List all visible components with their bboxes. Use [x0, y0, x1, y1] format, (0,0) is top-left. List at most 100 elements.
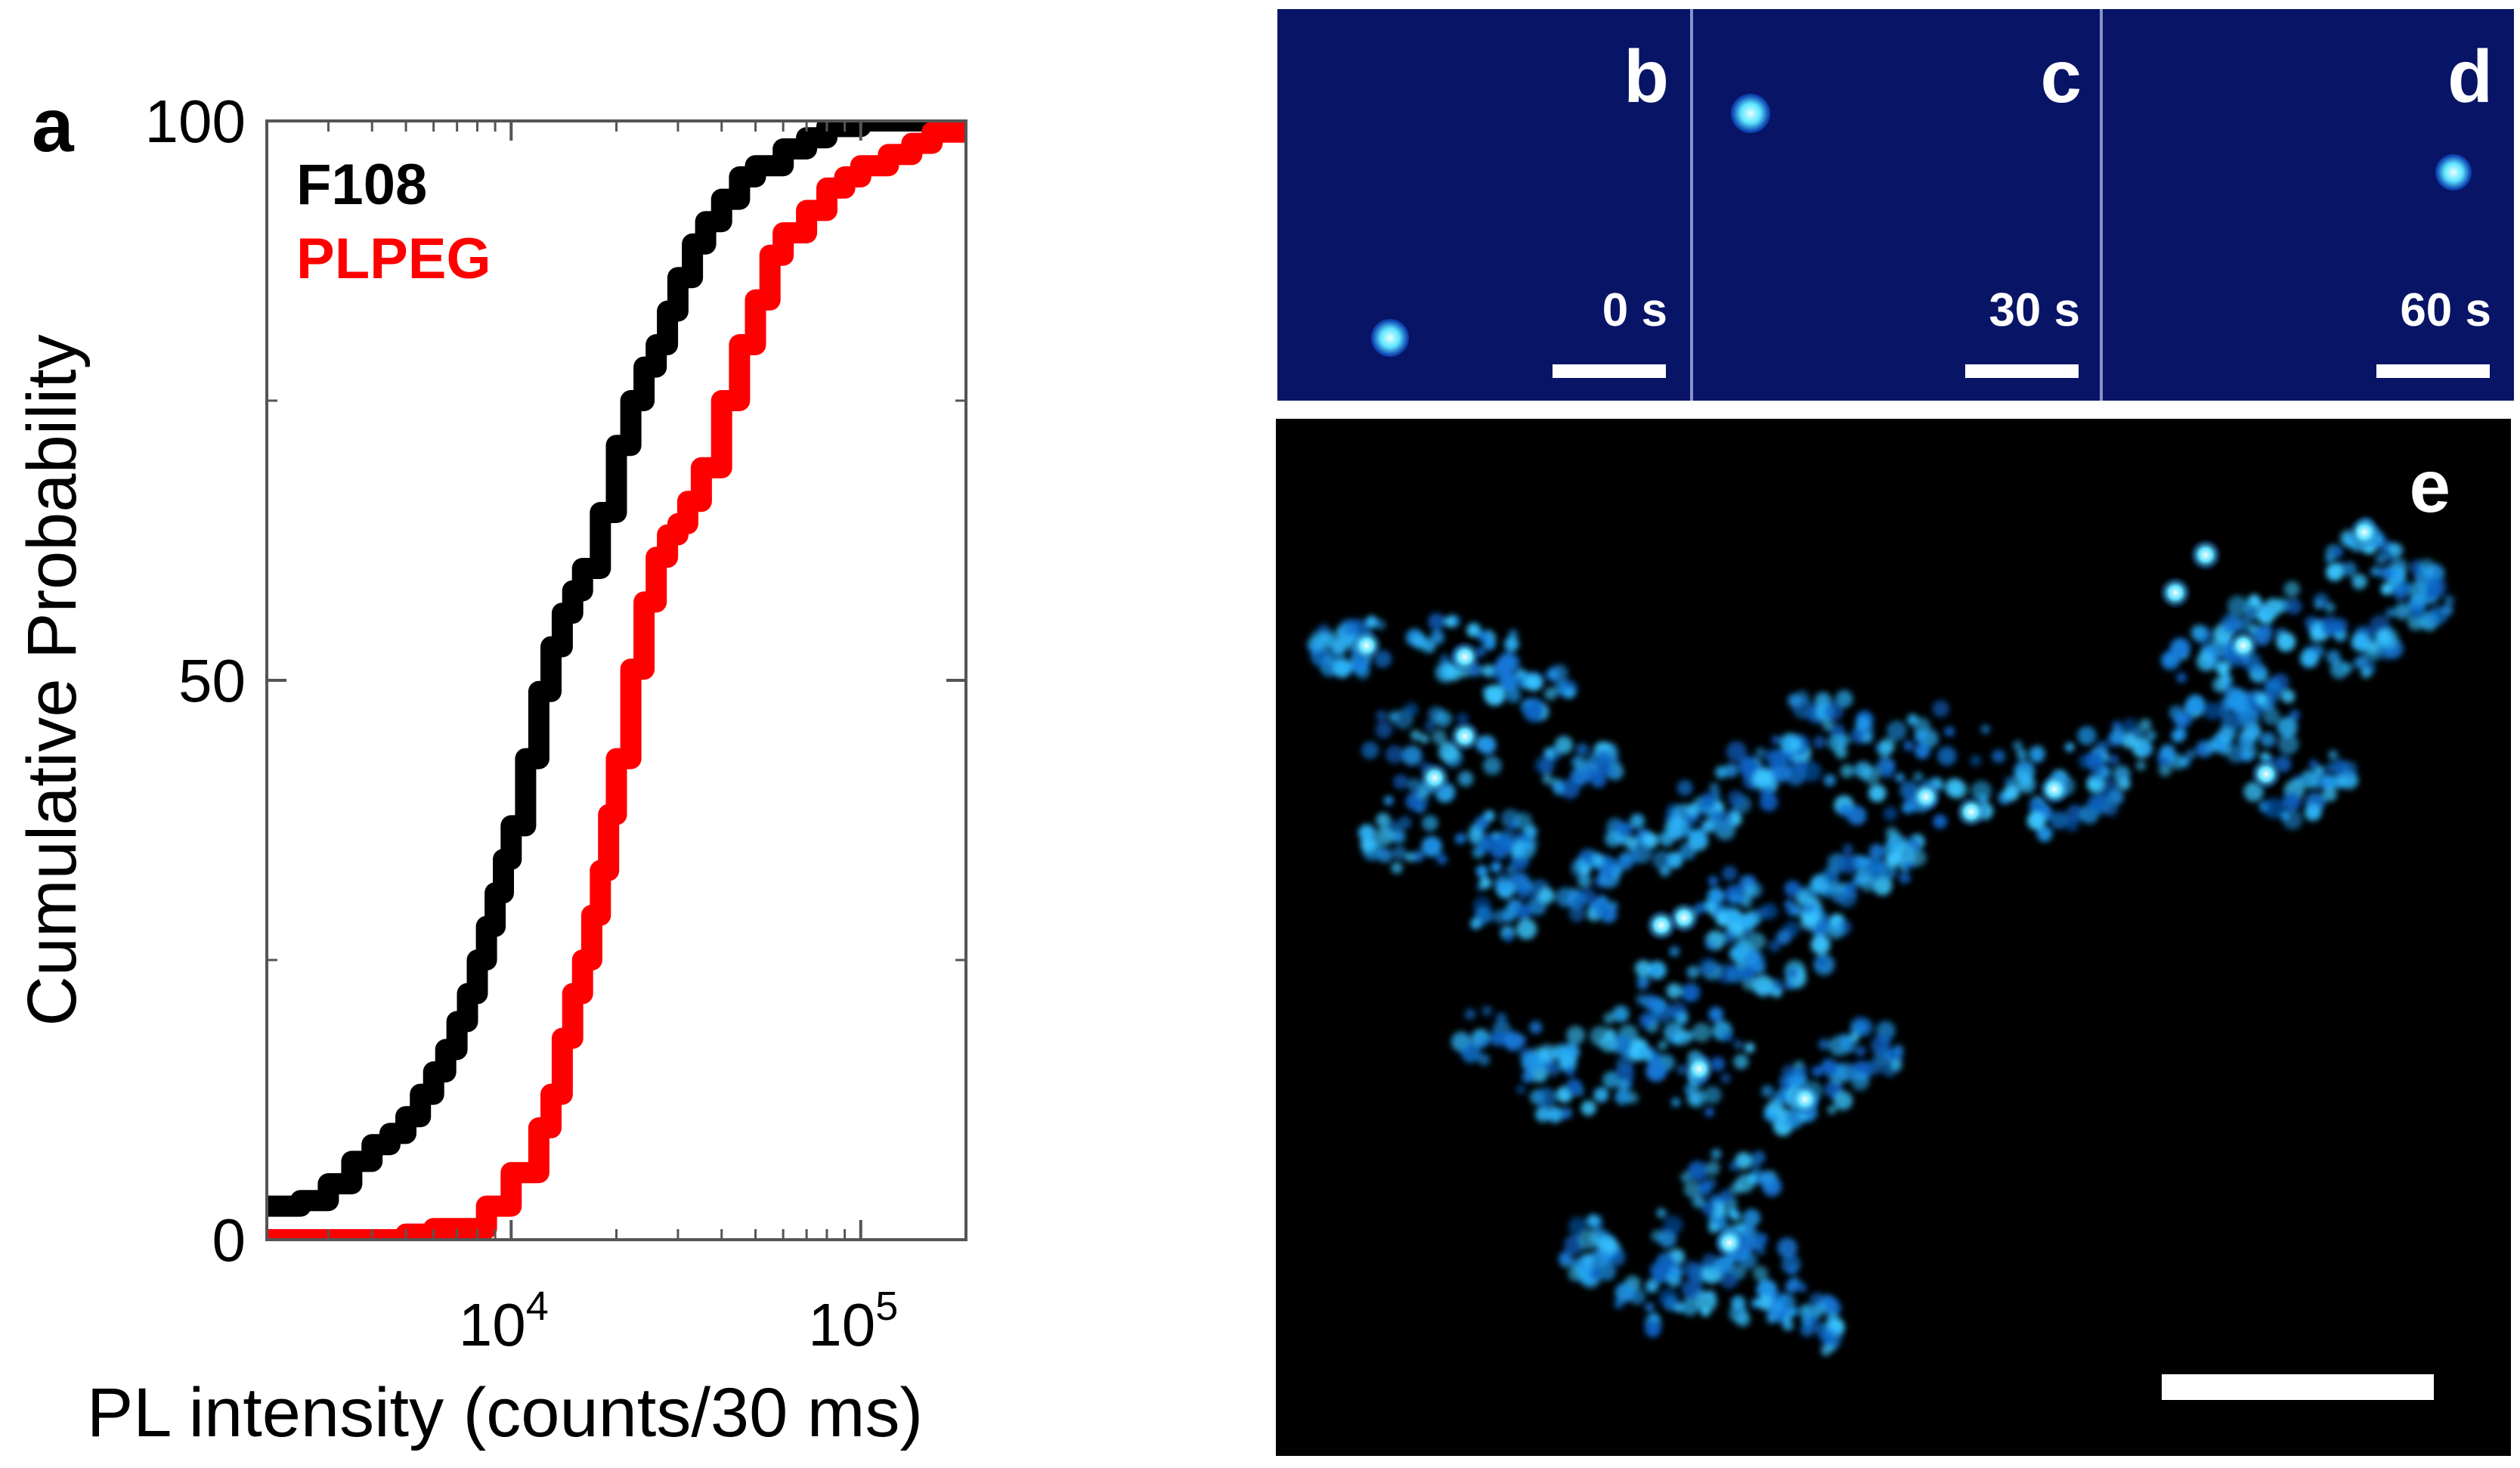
trajectory-point [1375, 721, 1393, 739]
trajectory-point [1404, 702, 1419, 717]
trajectory-point [1549, 664, 1568, 683]
trajectory-point [2394, 602, 2410, 620]
bright-trajectory-point [2249, 757, 2283, 791]
trajectory-point [1456, 832, 1467, 844]
trajectory-point [2304, 804, 2322, 822]
trajectory-point [1820, 1058, 1838, 1076]
trajectory-point [1522, 1070, 1534, 1083]
trajectory-point [1574, 757, 1588, 771]
trajectory-point [1816, 956, 1828, 968]
trajectory-point [1686, 965, 1700, 979]
trajectory-point [2444, 595, 2455, 606]
trajectory-point [1521, 1051, 1542, 1073]
trajectory-point [2013, 770, 2034, 790]
bright-trajectory-point [2038, 773, 2071, 806]
bright-trajectory-point [1955, 795, 1988, 828]
trajectory-point [2218, 726, 2235, 744]
trajectory-point [1605, 830, 1621, 847]
trajectory-point [1407, 778, 1421, 791]
trajectory-point [1355, 665, 1370, 680]
trajectory-point [1726, 908, 1741, 924]
trajectory-point [1729, 1161, 1740, 1172]
trajectory-point [2050, 811, 2069, 830]
trajectory-point [2065, 818, 2079, 832]
frame-panel-c: c 30 s [1690, 9, 2103, 401]
trajectory-point [1701, 1307, 1710, 1317]
trajectory-point [1707, 875, 1719, 887]
trajectory-point [1477, 631, 1488, 643]
trajectory-point [1722, 930, 1736, 944]
trajectory-point [2314, 765, 2325, 776]
trajectory-point [2251, 597, 2262, 609]
trajectory-point [1464, 1008, 1476, 1020]
trajectory-point [2005, 776, 2014, 786]
x-tick-label: 105 [808, 1284, 898, 1358]
trajectory-point [2171, 728, 2186, 743]
trajectory-point [2419, 559, 2435, 575]
trajectory-point [1710, 1148, 1722, 1160]
trajectory-point [1393, 774, 1409, 790]
trajectory-point [1936, 746, 1957, 766]
trajectory-point [2262, 607, 2273, 618]
trajectory-point [1739, 1252, 1757, 1269]
trajectory-point [1890, 1059, 1902, 1071]
trajectory-point [1761, 903, 1779, 920]
trajectory-point [1847, 805, 1867, 825]
trajectory-point [2028, 799, 2044, 815]
trajectory-point [1416, 790, 1426, 800]
trajectory-point [1608, 767, 1619, 778]
trajectory-point [1608, 900, 1618, 911]
trajectory-point [1695, 1290, 1717, 1312]
trajectory-point [1331, 638, 1348, 655]
trajectory-point [1637, 1045, 1651, 1060]
trajectory-point [1790, 739, 1803, 751]
trajectory-point [1599, 1034, 1617, 1052]
trajectory-point [1791, 905, 1803, 916]
frame-panel-d: d 60 s [2100, 9, 2514, 401]
trajectory-point [1470, 918, 1482, 930]
trajectory-point [1903, 740, 1914, 751]
trajectory-point [1886, 852, 1901, 868]
bright-trajectory-point [1448, 720, 1481, 753]
trajectory-point [1631, 843, 1652, 864]
trajectory-point [2016, 749, 2027, 760]
trajectory-point [1704, 1177, 1717, 1190]
trajectory-point [1933, 814, 1948, 829]
trajectory-point [1391, 862, 1403, 874]
trajectory-point [1398, 816, 1412, 830]
trajectory-point [1401, 745, 1423, 766]
trajectory-point [2205, 739, 2219, 754]
trajectory-point [1859, 875, 1877, 892]
trajectory-point [1478, 1054, 1491, 1066]
trajectory-point [1727, 790, 1744, 807]
trajectory-point [1599, 765, 1611, 776]
trajectory-point [1614, 1283, 1635, 1302]
trajectory-point [1525, 674, 1543, 692]
trajectory-point [1855, 1017, 1874, 1036]
trajectory-point [1574, 858, 1587, 872]
trajectory-point [1771, 735, 1781, 745]
trajectory-point [1827, 1104, 1837, 1115]
panel-c-label: c [2040, 35, 2082, 118]
trajectory-point [1729, 1303, 1748, 1324]
trajectory-point [2096, 741, 2109, 754]
trajectory-point [1412, 850, 1424, 863]
trajectory-point [1768, 749, 1787, 768]
trajectory-point [1651, 1262, 1671, 1284]
trajectory-point [1592, 1248, 1611, 1267]
trajectory-point [1515, 668, 1527, 680]
trajectory-point [1757, 1295, 1772, 1311]
trajectory-point [1881, 767, 1893, 779]
trajectory-point [1510, 844, 1525, 858]
trajectory-point [1515, 918, 1537, 940]
y-tick-label: 50 [178, 647, 246, 714]
trajectory-point [2029, 748, 2045, 763]
trajectory-point [1614, 1033, 1633, 1053]
trajectory-point [1876, 1020, 1896, 1041]
trajectory-point [1658, 1288, 1679, 1309]
trajectory-point [1683, 1261, 1700, 1278]
trajectory-point [1617, 1079, 1628, 1091]
trajectory-point [2324, 602, 2336, 613]
trajectory-image-panel: e [1276, 419, 2511, 1456]
trajectory-point [1862, 732, 1873, 744]
